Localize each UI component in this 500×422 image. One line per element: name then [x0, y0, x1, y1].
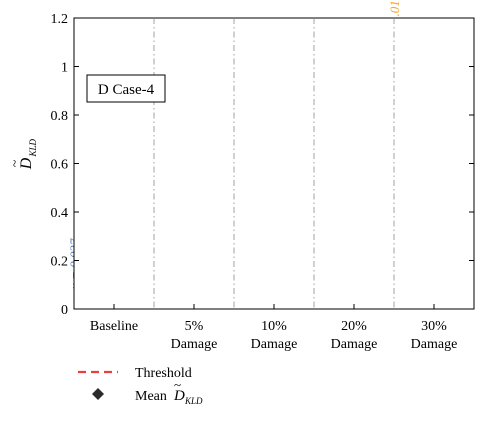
y-tick-label: 0.4: [51, 206, 69, 221]
x-tick-label: 5%: [185, 319, 204, 334]
x-tick-label-line2: Damage: [251, 337, 298, 352]
x-tick-label: Baseline: [90, 319, 138, 334]
y-tick-label: 0.2: [51, 255, 69, 270]
x-tick-label: 10%: [261, 319, 287, 334]
legend-mean-label: Mean: [135, 389, 167, 404]
y-tick-label: 0: [61, 303, 68, 318]
legend-mean-swatch: [92, 388, 104, 400]
y-axis-label-sub: KLD: [28, 138, 38, 157]
y-tick-label: 1.2: [51, 12, 69, 27]
legend-mean-tilde: ~: [174, 377, 181, 392]
plot-frame: [73, 17, 475, 310]
x-tick-label: 20%: [341, 319, 367, 334]
panel-label-text: D Case-4: [98, 82, 155, 98]
legend: Threshold Mean D~KLD: [78, 366, 203, 406]
legend-mean-sub: KLD: [184, 396, 203, 406]
x-tick-label-line2: Damage: [331, 337, 378, 352]
y-axis-label: D~ KLD: [8, 138, 38, 170]
x-tick-label: 30%: [421, 319, 447, 334]
y-tick-label: 0.8: [51, 109, 69, 124]
axes: 0 0.2 0.4 0.6 0.8 1 1.2 Baseline 5% Damage 10% Dama…: [8, 12, 475, 352]
legend-mean-entry: Mean D~KLD: [92, 377, 203, 406]
x-tick-label-line2: Damage: [171, 337, 218, 352]
y-tick-label: 1: [61, 61, 68, 76]
y-axis-label-tilde: ~: [8, 159, 23, 167]
legend-threshold-entry: Threshold: [78, 366, 192, 381]
y-tick-label: 0.6: [51, 158, 69, 173]
panel-label-box: [86, 74, 166, 103]
legend-mean-symbol: D: [173, 388, 185, 404]
y-axis-label-main: D: [18, 157, 35, 170]
legend-threshold-label: Threshold: [135, 366, 192, 381]
panel-label: D Case-4: [86, 74, 166, 103]
x-tick-label-line2: Damage: [411, 337, 458, 352]
